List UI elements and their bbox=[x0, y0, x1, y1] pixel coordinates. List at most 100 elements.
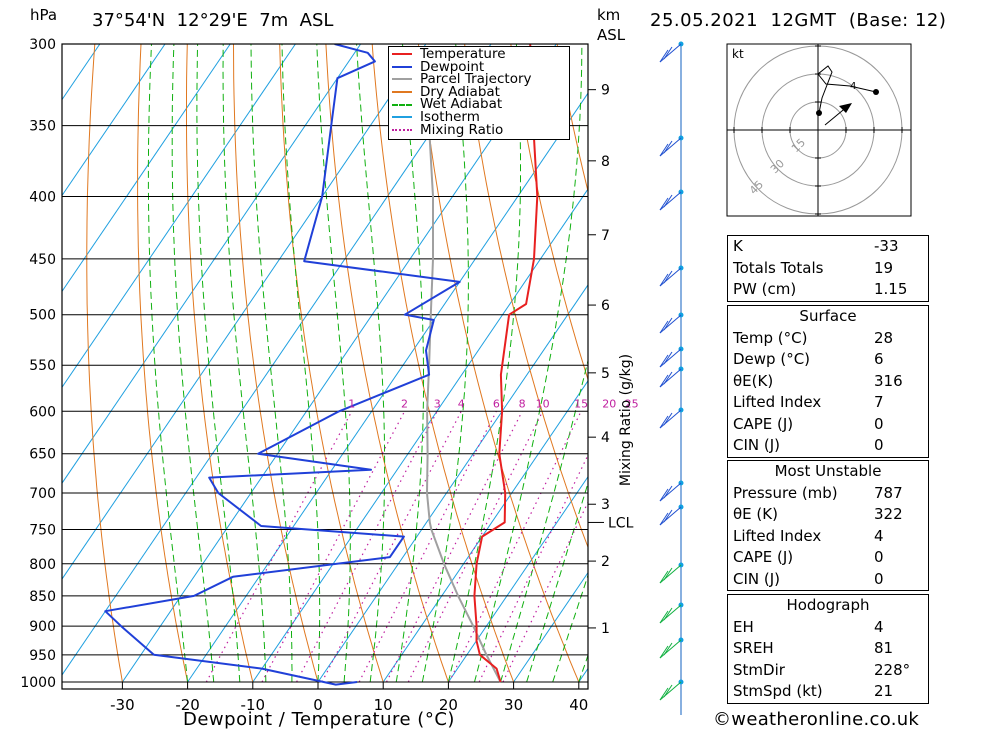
pressure-tick-label: 650 bbox=[29, 447, 56, 463]
wind-barb-flag bbox=[663, 567, 673, 581]
mixing-ratio-line bbox=[448, 411, 582, 683]
wind-barb bbox=[659, 314, 682, 334]
wind-barb-staff bbox=[659, 348, 682, 368]
wind-barb bbox=[659, 348, 682, 368]
wind-barb-flag bbox=[659, 610, 669, 624]
pressure-tick-label: 500 bbox=[29, 308, 56, 324]
legend-label: Temperature bbox=[420, 46, 506, 62]
surface-index-row: Temp (°C) 28 bbox=[728, 328, 928, 350]
wind-barb-flag bbox=[663, 642, 673, 656]
legend-label: Isotherm bbox=[420, 108, 480, 125]
wind-barb-flag bbox=[663, 46, 673, 60]
wind-barb bbox=[659, 639, 682, 659]
wind-barb-flag bbox=[663, 412, 673, 426]
mixing-ratio-label: 8 bbox=[519, 397, 526, 410]
wind-barb-staff bbox=[659, 506, 682, 526]
hodograph-index-label: StmSpd (kt) bbox=[733, 682, 823, 700]
dewpoint-line bbox=[104, 44, 461, 686]
wet-adiabat bbox=[171, 44, 215, 683]
isotherm-line bbox=[187, 92, 588, 683]
km-tick-label: 4 bbox=[601, 430, 610, 446]
surface-index-value: 316 bbox=[874, 371, 903, 390]
most-unstable-index-row: CAPE (J) 0 bbox=[728, 547, 928, 569]
hodograph-index-row: StmSpd (kt) 21 bbox=[728, 681, 928, 703]
wind-barb-flag bbox=[659, 645, 669, 659]
wind-barb-staff bbox=[659, 267, 682, 287]
hodograph-end-dot bbox=[873, 89, 879, 95]
pressure-tick-label: 450 bbox=[29, 252, 56, 268]
surface-title: Surface bbox=[799, 307, 857, 325]
mixing-ratio-label: 6 bbox=[493, 397, 500, 410]
wet-adiabat bbox=[147, 44, 189, 683]
general-index-label: K bbox=[733, 237, 743, 255]
hodograph-index-value: 228° bbox=[874, 660, 911, 679]
surface-index-value: 0 bbox=[874, 414, 884, 433]
wind-barb-flag bbox=[663, 485, 673, 499]
surface-index-value: 28 bbox=[874, 328, 894, 347]
most-unstable-index-row: Lifted Index 4 bbox=[728, 526, 928, 548]
surface-indices: Surface Temp (°C) 28 Dewp (°C) 6 θE(K) 316 Lif… bbox=[727, 305, 929, 458]
wind-barb-flag bbox=[663, 509, 673, 523]
km-tick-label: 9 bbox=[601, 83, 610, 99]
surface-index-row: CAPE (J) 0 bbox=[728, 414, 928, 436]
wet-adiabat bbox=[552, 573, 588, 683]
isotherm-line bbox=[62, 44, 296, 389]
most-unstable-index-value: 322 bbox=[874, 505, 903, 523]
hodograph-trace bbox=[817, 65, 877, 114]
wind-barb-staff bbox=[659, 43, 682, 63]
pressure-tick-label: 800 bbox=[29, 557, 56, 573]
km-tick-label: 5 bbox=[601, 366, 610, 382]
wind-barb-staff bbox=[659, 314, 682, 334]
general-index-row: PW (cm) 1.15 bbox=[728, 279, 928, 301]
isotherm-line bbox=[62, 44, 492, 676]
mixing-ratio-label: 15 bbox=[574, 397, 588, 410]
isotherm-line bbox=[447, 475, 588, 683]
km-label: km bbox=[597, 6, 621, 24]
surface-index-row: θE(K) 316 bbox=[728, 371, 928, 393]
surface-index-label: Lifted Index bbox=[733, 393, 822, 411]
km-tick-label: 6 bbox=[601, 298, 610, 314]
most-unstable-indices: Most Unstable Pressure (mb) 787 θE (K) 322 L… bbox=[727, 460, 929, 591]
pressure-tick-label: 900 bbox=[29, 619, 56, 635]
surface-index-label: θE(K) bbox=[733, 371, 774, 390]
site-credit[interactable]: ©weatheronline.co.uk bbox=[713, 709, 920, 730]
x-tick-label: 0 bbox=[313, 696, 323, 714]
wind-barb-staff bbox=[659, 639, 682, 659]
general-index-row: K -33 bbox=[728, 236, 928, 258]
mixing-ratio-label: 3 bbox=[434, 397, 441, 410]
isotherm-line bbox=[382, 379, 588, 683]
wind-barb-flag bbox=[663, 194, 673, 208]
wind-barb-flag bbox=[659, 49, 669, 63]
isotherm-line bbox=[62, 44, 231, 293]
legend-label: Dry Adiabat bbox=[420, 83, 500, 100]
wet-adiabat bbox=[250, 44, 293, 682]
most-unstable-index-label: CIN (J) bbox=[733, 569, 781, 588]
wind-barb-flag bbox=[659, 488, 669, 502]
mixing-ratio-line bbox=[261, 411, 406, 683]
km-tick-label: 8 bbox=[601, 154, 610, 170]
most-unstable-index-value: 4 bbox=[874, 526, 884, 545]
most-unstable-index-row: θE (K) 322 bbox=[728, 504, 928, 526]
wind-barb bbox=[659, 191, 682, 211]
wind-barb-staff bbox=[659, 564, 682, 584]
hodograph-title: Hodograph bbox=[786, 596, 870, 614]
mixing-ratio-label: 4 bbox=[458, 397, 465, 410]
general-index-label: PW (cm) bbox=[733, 280, 797, 298]
mixing-ratio-label: 10 bbox=[536, 397, 550, 410]
dry-adiabat bbox=[233, 44, 319, 683]
lcl-label: LCL bbox=[608, 515, 634, 531]
surface-index-row: Dewp (°C) 6 bbox=[728, 349, 928, 371]
pressure-tick-label: 550 bbox=[29, 358, 56, 374]
km-tick-label: 2 bbox=[601, 554, 610, 570]
x-tick-label: 30 bbox=[504, 696, 523, 714]
surface-index-label: CIN (J) bbox=[733, 436, 781, 454]
general-index-label: Totals Totals bbox=[733, 258, 824, 277]
most-unstable-index-label: Lifted Index bbox=[733, 526, 822, 545]
wind-barb-flag bbox=[659, 570, 669, 584]
isotherm-line bbox=[513, 571, 588, 683]
location-title: 37°54'N 12°29'E 7m ASL bbox=[92, 10, 334, 31]
x-tick-label: -20 bbox=[175, 696, 200, 714]
wind-barb-flag bbox=[659, 143, 669, 157]
legend-swatch bbox=[392, 116, 412, 119]
